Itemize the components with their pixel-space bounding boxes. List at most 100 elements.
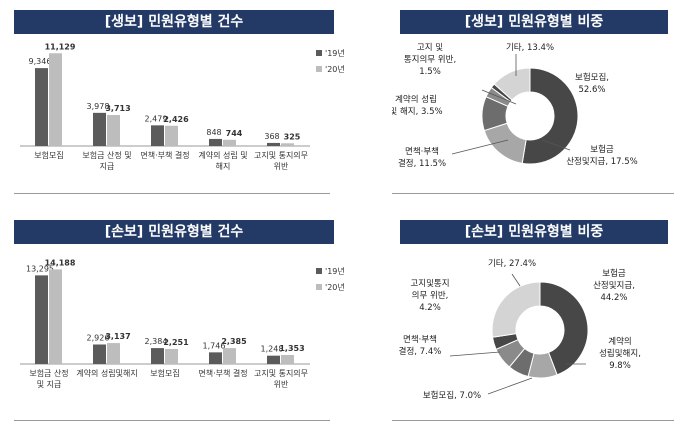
data-label: 11,129 <box>45 42 76 51</box>
data-label: 848 <box>206 128 221 137</box>
x-tick-label: 보험모집 <box>150 368 179 378</box>
donut-slice <box>539 281 589 376</box>
data-label: 2,384 <box>145 337 168 346</box>
bar-2020 <box>49 53 62 146</box>
chart-title-life-share: [생보] 민원유형별 비중 <box>400 10 668 34</box>
data-label: 2,426 <box>163 115 189 124</box>
chart-title-nonlife-share: [손보] 민원유형별 비중 <box>400 220 668 244</box>
slice-label: 44.2% <box>600 293 627 303</box>
data-label: 13,295 <box>26 264 54 273</box>
legend-label: '20년 <box>325 64 344 74</box>
slice-label: 계약의 성립 <box>395 94 437 105</box>
data-label: 368 <box>264 132 279 141</box>
slice-label: 면책·부책 <box>403 334 437 345</box>
x-tick-label: 보험금 산정 및 <box>82 150 131 160</box>
data-label: 1,746 <box>203 341 226 350</box>
bar-2019 <box>35 68 48 146</box>
slice-label: 보험금 <box>602 269 626 279</box>
x-tick-label: 보험금 산정 <box>29 368 68 378</box>
callout-line <box>541 139 571 151</box>
data-label: 1,248 <box>261 345 284 354</box>
data-label: 744 <box>226 129 243 138</box>
data-label: 2,926 <box>87 333 110 342</box>
x-tick-label: 및 지급 <box>37 379 62 389</box>
data-label: 1,353 <box>279 344 304 353</box>
data-label: 325 <box>284 132 301 141</box>
bar-2020 <box>223 139 236 146</box>
slice-label: 계약의 <box>608 336 631 347</box>
bar-2019 <box>35 275 48 364</box>
divider <box>14 193 330 194</box>
bar-2019 <box>151 125 164 146</box>
bar-2020 <box>49 269 62 364</box>
bar-2019 <box>209 138 222 146</box>
callout-line <box>487 377 533 395</box>
donut-slice <box>491 281 541 338</box>
legend-swatch <box>316 50 322 56</box>
slice-label: 성립및해지, <box>599 348 641 359</box>
donut-slice <box>521 67 579 165</box>
bar-2020 <box>165 125 178 146</box>
chart-title-nonlife-count: [손보] 민원유형별 건수 <box>14 220 334 244</box>
slice-label: 보험모집, 7.0% <box>423 390 481 401</box>
x-tick-label: 면책·부책 결정 <box>198 368 247 378</box>
slice-label: 9.8% <box>609 361 631 371</box>
bar-2019 <box>93 112 106 146</box>
x-tick-label: 위반 <box>274 162 289 171</box>
slice-label: 4.2% <box>419 303 441 313</box>
x-tick-label: 지급 <box>100 162 115 171</box>
slice-label: 통지의무 위반, <box>404 54 456 65</box>
slice-label: 고지 및 <box>417 42 443 53</box>
callout-line <box>511 273 521 287</box>
legend-swatch <box>316 284 322 290</box>
slice-label: 면책·부책 <box>405 146 439 157</box>
donut-slice <box>483 122 527 164</box>
x-tick-label: 면책·부책 결정 <box>140 150 189 160</box>
x-tick-label: 보험모집 <box>34 150 63 160</box>
chart-title-life-count: [생보] 민원유형별 건수 <box>14 10 334 34</box>
bar-2020 <box>281 354 294 364</box>
bar-2019 <box>93 344 106 364</box>
slice-label: 산정및지급, 17.5% <box>566 156 638 167</box>
x-tick-label: 계약의 성립및해지 <box>76 368 137 378</box>
x-tick-label: 고지및 통지의무 <box>254 150 308 160</box>
slice-label: 기타, 27.4% <box>488 259 536 269</box>
bar-2019 <box>151 348 164 364</box>
data-label: 3,137 <box>105 332 130 341</box>
bar-2019 <box>209 352 222 364</box>
slice-label: 52.6% <box>578 85 605 95</box>
slice-label: 보험금 <box>590 145 614 155</box>
data-label: 14,188 <box>45 258 76 267</box>
slice-label: 보험모집, <box>575 72 609 83</box>
divider <box>392 420 674 421</box>
slice-label: 및 해지, 3.5% <box>392 106 443 117</box>
legend-swatch <box>316 268 322 274</box>
x-tick-label: 계약의 성립 및 <box>198 150 247 160</box>
slice-label: 의무 위반, <box>412 290 449 301</box>
bar-2020 <box>107 115 120 146</box>
x-tick-label: 고지및 통지의무 <box>254 368 308 378</box>
slice-label: 산정및지급, <box>593 280 635 291</box>
data-label: 2,479 <box>145 114 168 123</box>
bar-2019 <box>267 355 280 364</box>
data-label: 2,385 <box>221 337 247 346</box>
slice-label: 고지및통지 <box>410 278 449 289</box>
slice-label: 결정, 11.5% <box>398 158 446 169</box>
data-label: 3,713 <box>105 104 130 113</box>
legend-label: '19년 <box>325 48 344 58</box>
divider <box>392 193 674 194</box>
legend-swatch <box>316 66 322 72</box>
data-label: 2,251 <box>163 338 189 347</box>
bar-2019 <box>267 142 280 146</box>
slice-label: 결정, 7.4% <box>399 346 442 357</box>
x-tick-label: 해지 <box>216 161 231 171</box>
bar-2020 <box>107 343 120 364</box>
data-label: 3,978 <box>87 102 110 111</box>
bar-2020 <box>281 143 294 146</box>
slice-label: 기타, 13.4% <box>506 43 554 53</box>
donut-slice <box>493 67 531 101</box>
